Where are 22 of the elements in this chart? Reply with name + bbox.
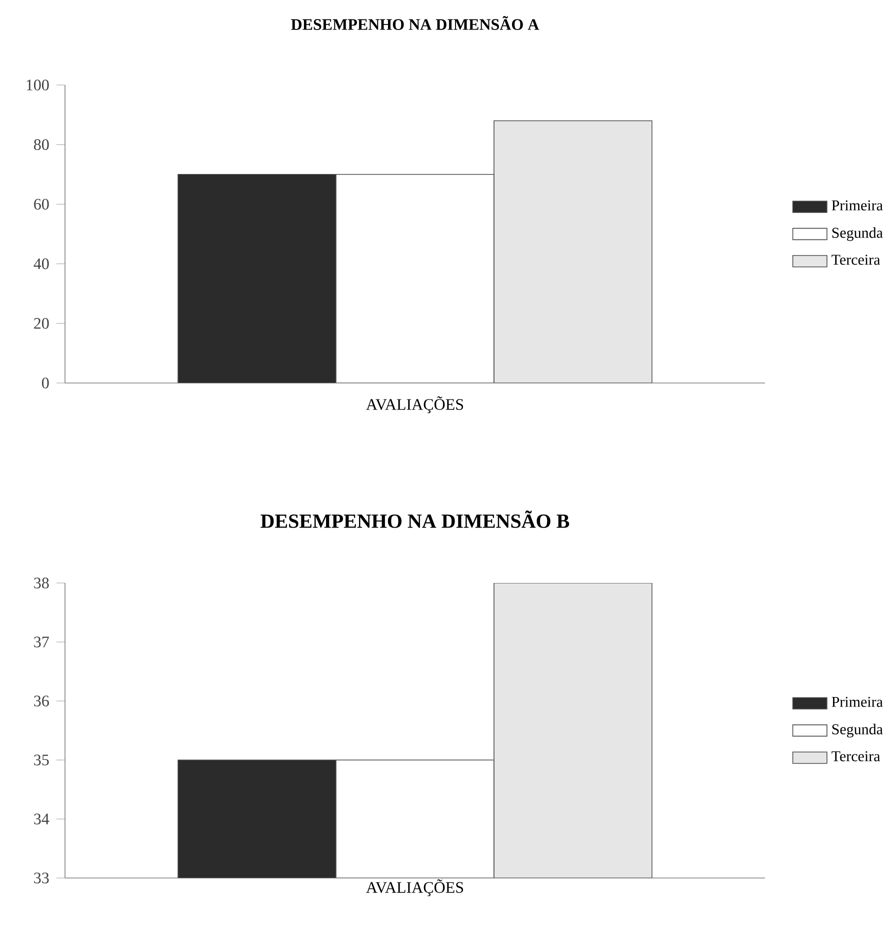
- y-tick-label: 40: [34, 258, 49, 270]
- y-tick-label: 60: [34, 198, 49, 210]
- x-axis-title: AVALIAÇÕES: [366, 396, 464, 414]
- legend-label: Primeira: [832, 200, 883, 210]
- legend-label: Terceira: [832, 751, 880, 762]
- y-tick-label: 80: [34, 139, 49, 150]
- legend-label: Segunda: [832, 724, 883, 738]
- x-axis-title: AVALIAÇÕES: [366, 879, 464, 896]
- chart-title: DESEMPENHO NA DIMENSÃO B: [260, 510, 570, 528]
- y-tick-label: 38: [34, 578, 49, 588]
- y-tick-label: 36: [34, 696, 49, 706]
- y-tick-label: 20: [34, 318, 49, 329]
- chart-title: DESEMPENHO NA DIMENSÃO A: [291, 16, 540, 30]
- y-tick-label: 100: [26, 80, 49, 90]
- y-tick-label: 37: [34, 636, 49, 648]
- y-tick-label: 34: [34, 814, 50, 824]
- legend-label: Primeira: [832, 696, 883, 707]
- legend-label: Segunda: [832, 227, 883, 241]
- y-tick-label: 0: [42, 378, 49, 388]
- y-tick-label: 33: [34, 872, 49, 884]
- legend-label: Terceira: [832, 254, 880, 265]
- y-tick-label: 35: [34, 754, 49, 766]
